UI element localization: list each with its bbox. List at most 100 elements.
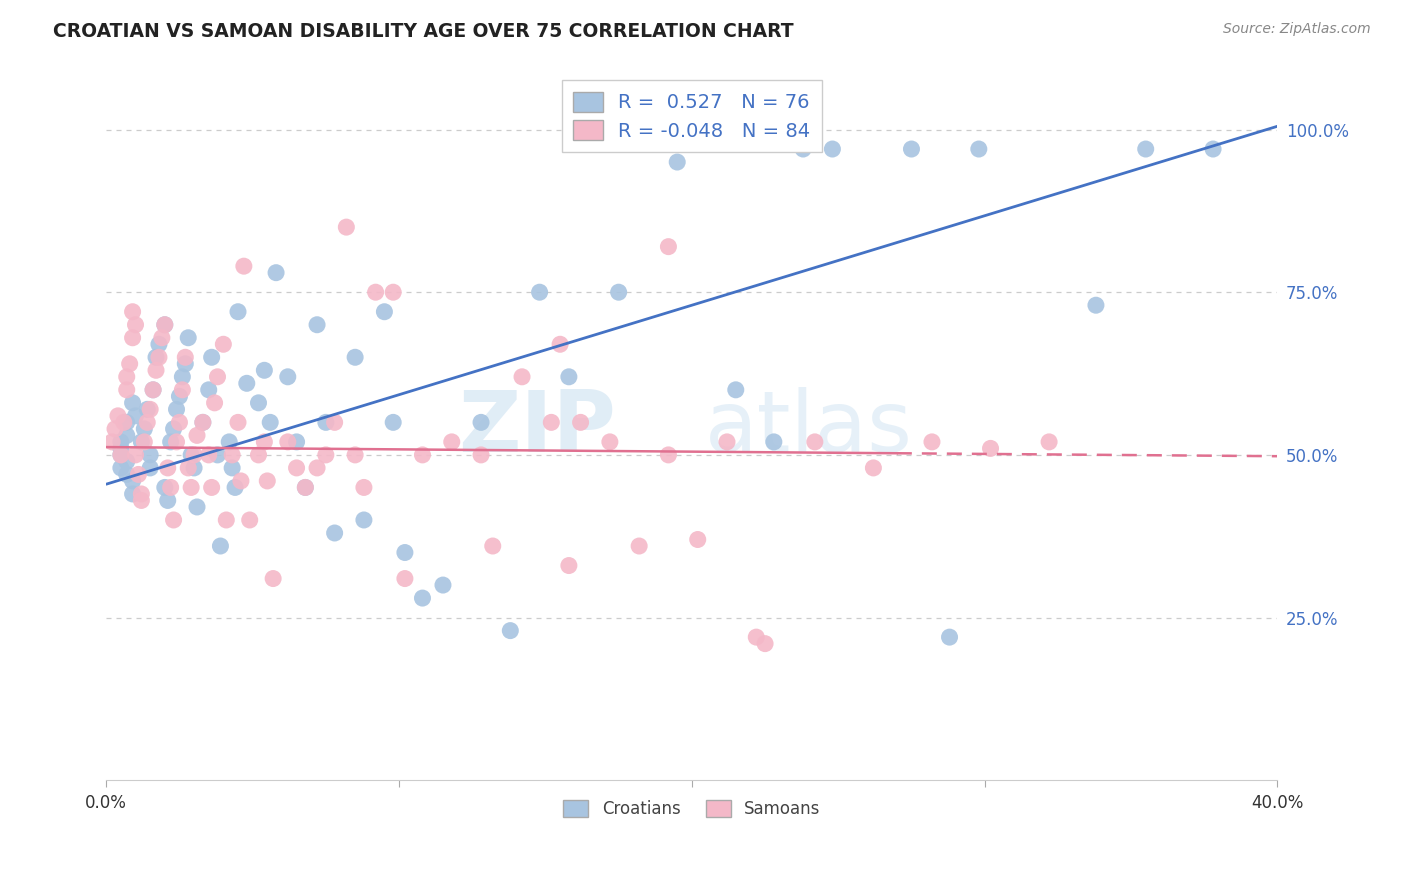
Point	[229, 474, 252, 488]
Point	[197, 383, 219, 397]
Point	[470, 448, 492, 462]
Point	[121, 331, 143, 345]
Point	[411, 448, 433, 462]
Point	[201, 351, 224, 365]
Point	[666, 155, 689, 169]
Point	[344, 351, 367, 365]
Point	[226, 416, 249, 430]
Point	[599, 434, 621, 449]
Point	[411, 591, 433, 605]
Point	[169, 416, 191, 430]
Point	[148, 337, 170, 351]
Text: CROATIAN VS SAMOAN DISABILITY AGE OVER 75 CORRELATION CHART: CROATIAN VS SAMOAN DISABILITY AGE OVER 7…	[53, 22, 794, 41]
Point	[172, 383, 194, 397]
Point	[236, 376, 259, 391]
Point	[745, 630, 768, 644]
Point	[162, 422, 184, 436]
Point	[139, 461, 162, 475]
Point	[121, 396, 143, 410]
Point	[980, 442, 1002, 456]
Point	[259, 416, 281, 430]
Point	[232, 259, 254, 273]
Point	[142, 383, 165, 397]
Point	[1135, 142, 1157, 156]
Point	[226, 304, 249, 318]
Point	[115, 383, 138, 397]
Point	[569, 416, 592, 430]
Point	[204, 396, 226, 410]
Point	[253, 434, 276, 449]
Point	[197, 448, 219, 462]
Point	[145, 351, 167, 365]
Point	[110, 442, 132, 456]
Point	[115, 416, 138, 430]
Point	[938, 630, 960, 644]
Point	[150, 331, 173, 345]
Point	[124, 409, 146, 423]
Point	[124, 448, 146, 462]
Point	[323, 416, 346, 430]
Point	[131, 493, 153, 508]
Point	[607, 285, 630, 300]
Point	[323, 526, 346, 541]
Point	[180, 480, 202, 494]
Point	[115, 454, 138, 468]
Point	[131, 434, 153, 449]
Point	[224, 480, 246, 494]
Point	[215, 513, 238, 527]
Point	[121, 304, 143, 318]
Text: atlas: atlas	[704, 387, 912, 470]
Point	[118, 357, 141, 371]
Point	[110, 448, 132, 462]
Point	[253, 363, 276, 377]
Point	[115, 467, 138, 482]
Legend: Croatians, Samoans: Croatians, Samoans	[557, 793, 827, 825]
Point	[156, 461, 179, 475]
Point	[277, 434, 299, 449]
Point	[169, 389, 191, 403]
Point	[153, 318, 176, 332]
Point	[127, 467, 149, 482]
Point	[134, 422, 156, 436]
Point	[115, 428, 138, 442]
Point	[145, 363, 167, 377]
Point	[548, 337, 571, 351]
Point	[307, 461, 329, 475]
Point	[262, 572, 284, 586]
Point	[716, 434, 738, 449]
Point	[558, 558, 581, 573]
Point	[156, 493, 179, 508]
Point	[294, 480, 316, 494]
Point	[153, 480, 176, 494]
Point	[186, 500, 208, 514]
Point	[862, 461, 884, 475]
Text: Source: ZipAtlas.com: Source: ZipAtlas.com	[1223, 22, 1371, 37]
Point	[315, 448, 337, 462]
Point	[159, 480, 181, 494]
Point	[373, 304, 395, 318]
Point	[481, 539, 503, 553]
Point	[212, 337, 235, 351]
Point	[186, 428, 208, 442]
Point	[121, 474, 143, 488]
Point	[139, 402, 162, 417]
Point	[209, 539, 232, 553]
Point	[256, 474, 278, 488]
Point	[394, 545, 416, 559]
Point	[166, 434, 188, 449]
Point	[191, 416, 214, 430]
Point	[307, 318, 329, 332]
Point	[762, 434, 785, 449]
Point	[967, 142, 990, 156]
Point	[247, 448, 270, 462]
Point	[335, 220, 357, 235]
Point	[353, 513, 375, 527]
Point	[142, 383, 165, 397]
Point	[107, 409, 129, 423]
Point	[101, 434, 124, 449]
Point	[153, 318, 176, 332]
Point	[139, 448, 162, 462]
Point	[353, 480, 375, 494]
Point	[162, 513, 184, 527]
Point	[628, 539, 651, 553]
